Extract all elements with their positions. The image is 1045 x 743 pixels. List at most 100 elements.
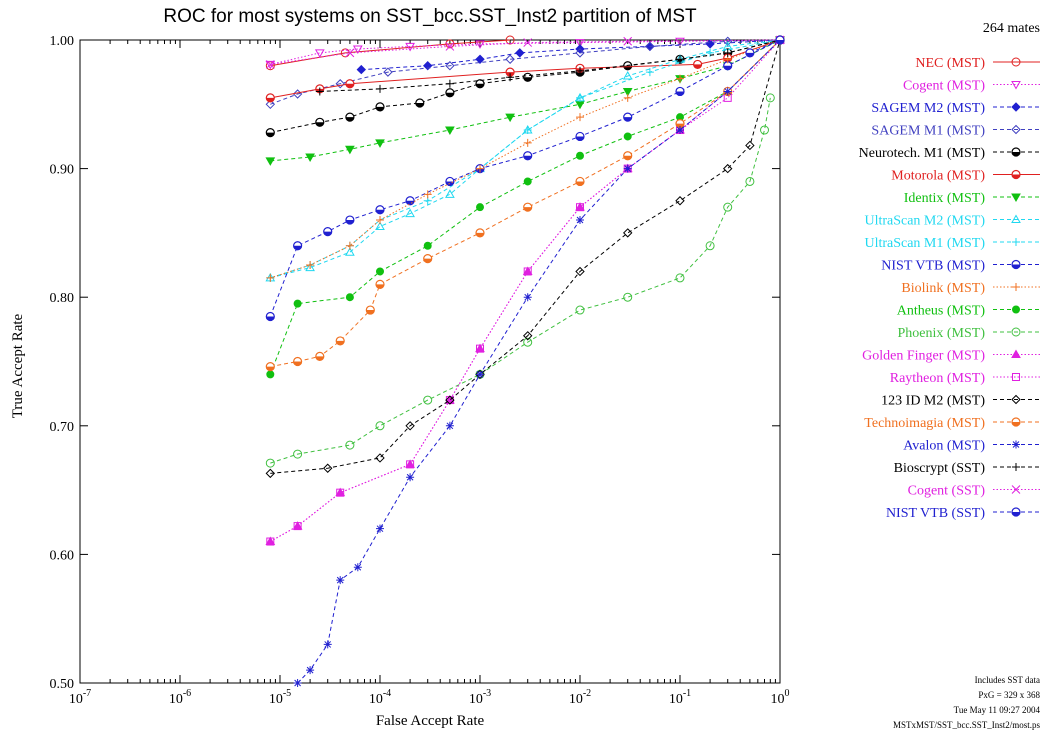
y-tick-label: 0.70 xyxy=(50,420,75,435)
data-point xyxy=(375,139,385,148)
data-point xyxy=(323,463,333,473)
y-tick-label: 0.50 xyxy=(50,677,75,692)
x-tick-label: 10-5 xyxy=(269,688,291,707)
data-point xyxy=(675,37,685,47)
y-tick-label: 1.00 xyxy=(50,34,75,49)
legend-marker xyxy=(1011,349,1021,358)
series-line xyxy=(269,39,781,375)
data-point xyxy=(445,126,455,136)
legend-marker xyxy=(1012,440,1020,449)
data-point xyxy=(335,487,346,497)
legend-label: Cogent (MST) xyxy=(903,79,985,94)
series-18 xyxy=(315,36,784,96)
data-point xyxy=(405,42,415,52)
legend-entry: Golden Finger (MST) xyxy=(862,349,1040,364)
legend-marker xyxy=(1011,507,1021,517)
data-point xyxy=(375,421,385,431)
data-point xyxy=(675,86,685,97)
data-point xyxy=(645,68,654,77)
series-14 xyxy=(266,36,784,546)
legend-entry: SAGEM M1 (MST) xyxy=(871,124,1040,139)
data-point xyxy=(265,127,275,138)
data-point xyxy=(406,473,415,482)
data-point xyxy=(375,279,385,289)
data-point xyxy=(575,131,585,142)
data-point xyxy=(723,36,733,46)
data-point xyxy=(576,113,584,122)
legend-label: Antheus (MST) xyxy=(897,304,986,319)
data-point xyxy=(445,395,455,405)
legend-entry: Raytheon (MST) xyxy=(890,371,1040,386)
legend-entry: NIST VTB (SST) xyxy=(886,506,1040,521)
data-point xyxy=(345,112,355,122)
legend-label: Bioscrypt (SST) xyxy=(894,461,986,476)
data-point xyxy=(383,67,393,77)
legend-entry: Neurotech. M1 (MST) xyxy=(859,146,1040,161)
data-point xyxy=(445,88,455,98)
data-point xyxy=(405,196,415,206)
series-10 xyxy=(266,36,784,282)
data-point xyxy=(523,267,532,276)
data-point xyxy=(745,48,755,58)
axis-ticks: 0.50 0.60 0.70 0.80 0.90 1.00 10-7 10-6 10-5 10-4… xyxy=(50,34,790,707)
data-point xyxy=(576,151,584,160)
data-point xyxy=(475,40,485,49)
data-point xyxy=(265,60,276,70)
data-point xyxy=(405,208,415,218)
series-line xyxy=(319,39,781,92)
legend-label: Phoenix (MST) xyxy=(898,326,986,341)
y-axis-label: True Accept Rate xyxy=(10,313,26,418)
data-point xyxy=(723,87,732,96)
data-point xyxy=(745,140,755,151)
legend-label: SAGEM M1 (MST) xyxy=(871,124,985,139)
data-point xyxy=(475,228,485,238)
data-point xyxy=(365,305,375,315)
data-point xyxy=(765,93,775,103)
legend-marker xyxy=(1011,417,1021,427)
footnote-line: MSTxMST/SST_bcc.SST_Inst2/most.ps xyxy=(893,720,1041,730)
data-point xyxy=(445,39,455,49)
data-point xyxy=(622,87,633,97)
legend-marker xyxy=(1012,305,1020,314)
data-point xyxy=(375,453,385,463)
data-point xyxy=(293,241,303,251)
legend-entry: NIST VTB (MST) xyxy=(881,259,1040,274)
data-point xyxy=(693,59,703,70)
legend-entry: Phoenix (MST) xyxy=(898,326,1040,341)
data-point xyxy=(723,202,733,212)
data-point xyxy=(305,153,315,163)
data-point xyxy=(353,563,362,572)
series-line xyxy=(270,39,781,99)
series-line xyxy=(749,39,781,54)
data-point xyxy=(445,421,454,430)
legend-marker xyxy=(1011,81,1021,90)
data-point xyxy=(423,254,433,264)
legend-label: Technoimagia (MST) xyxy=(864,416,985,431)
data-point xyxy=(505,54,515,64)
data-point xyxy=(376,267,384,276)
series-line xyxy=(270,39,781,368)
data-point xyxy=(505,35,515,45)
legend-label: Avalon (MST) xyxy=(903,439,985,454)
data-point xyxy=(345,215,355,225)
legend-label: Motorola (MST) xyxy=(891,169,985,184)
data-point xyxy=(315,87,324,96)
data-point xyxy=(475,54,485,64)
data-point xyxy=(375,221,385,230)
data-point xyxy=(266,273,275,282)
legend: NEC (MST) Cogent (MST) SAGEM M2 (MST) SAGEM… xyxy=(859,56,1040,521)
series-line xyxy=(270,39,781,542)
series-line xyxy=(270,97,771,464)
legend-marker xyxy=(1012,373,1020,381)
legend-label: SAGEM M2 (MST) xyxy=(871,101,985,116)
data-point xyxy=(523,151,533,161)
data-point xyxy=(445,79,454,88)
data-point xyxy=(575,100,585,110)
data-point xyxy=(676,74,684,83)
data-point xyxy=(723,163,733,174)
data-point xyxy=(522,266,533,275)
x-tick-label: 10-4 xyxy=(369,688,391,707)
data-point xyxy=(345,440,355,450)
x-tick-label: 10-6 xyxy=(169,688,191,707)
